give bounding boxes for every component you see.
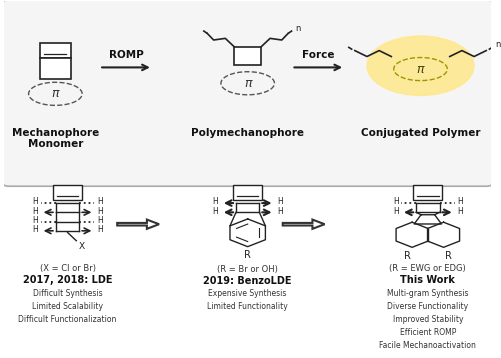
Text: R: R	[445, 251, 452, 261]
Text: (X = Cl or Br): (X = Cl or Br)	[40, 264, 96, 273]
Text: (R = Br or OH): (R = Br or OH)	[217, 266, 278, 275]
Text: Polymechanophore: Polymechanophore	[191, 128, 304, 138]
Text: (R = EWG or EDG): (R = EWG or EDG)	[389, 264, 466, 273]
FancyBboxPatch shape	[2, 0, 493, 186]
Text: H: H	[97, 225, 103, 234]
Text: H: H	[33, 197, 39, 206]
Text: H: H	[277, 197, 283, 206]
Text: R: R	[404, 251, 411, 261]
Text: H: H	[97, 207, 103, 216]
FancyArrow shape	[117, 219, 159, 229]
Text: Multi-gram Synthesis
Diverse Functionality
Improved Stability
Efficient ROMP
Fac: Multi-gram Synthesis Diverse Functionali…	[379, 289, 476, 350]
Bar	[413, 185, 442, 200]
Bar	[234, 47, 262, 65]
Bar	[233, 185, 263, 200]
Text: H: H	[33, 225, 39, 234]
Text: H: H	[393, 207, 399, 216]
Text: n: n	[296, 24, 301, 33]
Text: n: n	[495, 40, 500, 49]
Bar	[40, 43, 71, 58]
Text: H: H	[457, 207, 463, 216]
Text: Difficult Synthesis
Limited Scalability
Difficult Functionalization: Difficult Synthesis Limited Scalability …	[19, 289, 117, 324]
Text: H: H	[277, 207, 283, 216]
Ellipse shape	[367, 36, 474, 96]
Text: H: H	[97, 197, 103, 206]
FancyArrow shape	[283, 219, 325, 229]
Text: 2017, 2018: LDE: 2017, 2018: LDE	[23, 275, 112, 285]
Text: R: R	[244, 250, 251, 260]
Text: π: π	[244, 77, 252, 90]
Text: H: H	[33, 207, 39, 216]
Text: Force: Force	[302, 50, 335, 60]
Text: Mechanophore
Monomer: Mechanophore Monomer	[12, 128, 99, 149]
Text: π: π	[417, 63, 424, 76]
Text: Expensive Synthesis
Limited Functionality: Expensive Synthesis Limited Functionalit…	[207, 289, 288, 311]
Text: H: H	[213, 207, 218, 216]
Text: H: H	[393, 197, 399, 206]
Bar	[53, 185, 82, 200]
Bar	[40, 58, 71, 79]
Text: This Work: This Work	[400, 275, 455, 285]
Text: 2019: BenzoLDE: 2019: BenzoLDE	[203, 276, 292, 286]
Text: H: H	[33, 216, 39, 225]
Text: X: X	[78, 242, 84, 251]
Text: H: H	[213, 197, 218, 206]
Text: π: π	[52, 87, 59, 100]
Text: H: H	[457, 197, 463, 206]
Text: ROMP: ROMP	[109, 50, 143, 60]
Text: Conjugated Polymer: Conjugated Polymer	[361, 128, 480, 138]
Text: H: H	[97, 216, 103, 225]
